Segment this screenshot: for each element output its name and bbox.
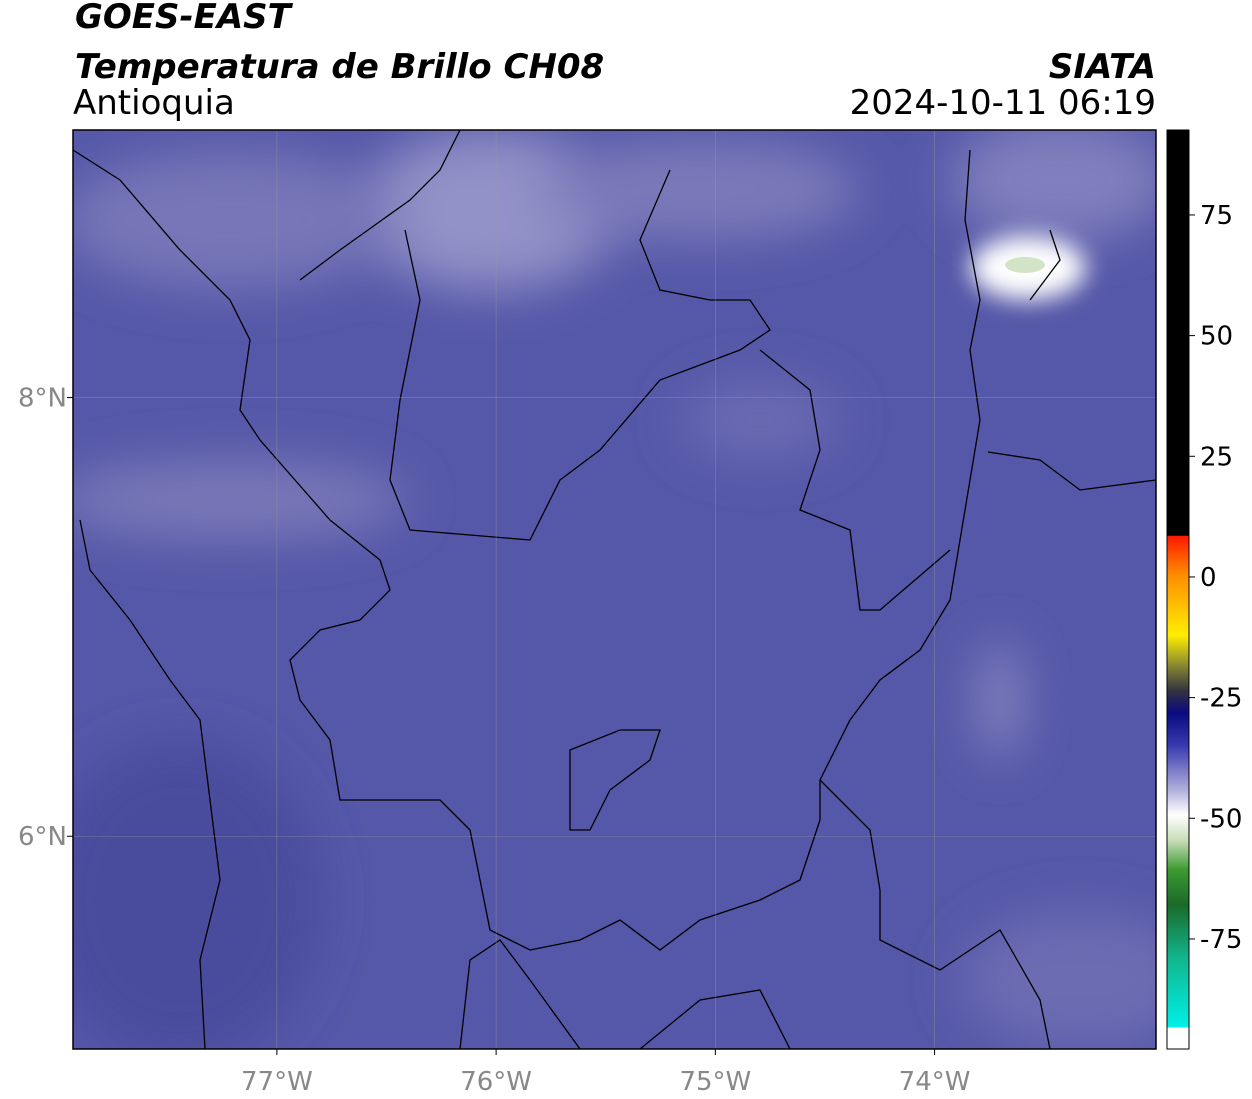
map-frame	[72, 129, 1157, 1050]
x-tick-label: 75°W	[679, 1067, 751, 1097]
colorbar-tick-label: 0	[1200, 563, 1217, 593]
region: Antioquia	[73, 83, 235, 123]
colorbar-tick-label: -75	[1200, 925, 1242, 955]
x-tick-label: 76°W	[460, 1067, 532, 1097]
x-tick-label: 74°W	[899, 1067, 971, 1097]
source: SIATA	[1049, 47, 1156, 87]
colorbar-tick-label: 50	[1200, 322, 1233, 352]
x-tick-label: 77°W	[241, 1067, 313, 1097]
colorbar	[1166, 129, 1190, 1050]
subtitle: Temperatura de Brillo CH08	[75, 47, 604, 87]
colorbar-tick-label: -50	[1200, 804, 1242, 834]
title: GOES-EAST	[75, 0, 294, 37]
map-field	[73, 130, 1156, 1049]
colorbar-tick-label: -25	[1200, 684, 1242, 714]
colorbar-tick-label: 25	[1200, 442, 1233, 472]
timestamp: 2024-10-11 06:19	[850, 83, 1156, 123]
colorbar-tick-label: 75	[1200, 201, 1233, 231]
y-tick-label: 8°N	[18, 384, 67, 414]
y-tick-label: 6°N	[18, 822, 67, 852]
